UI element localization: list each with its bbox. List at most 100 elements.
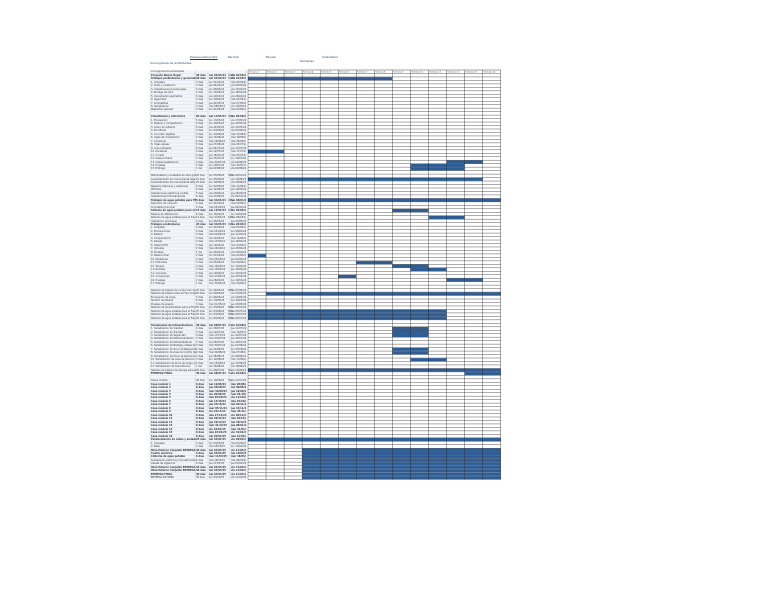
task-name: Subestación eléctrica y transformador — [151, 458, 196, 462]
gantt-bar-cell — [302, 448, 321, 452]
task-duration: 2 días — [196, 278, 204, 282]
task-start: lun 03/06/24 — [209, 313, 225, 317]
gantt-bar-cell — [338, 177, 357, 181]
task-end: vie 10/05/24 — [231, 73, 246, 77]
task-percent: 0% — [228, 368, 232, 372]
task-name: Trabajos de agua potable para TERRENO AD… — [151, 198, 196, 202]
task-duration: 6 días — [196, 125, 204, 129]
gantt-bar-cell — [392, 198, 411, 202]
task-duration: 5 días — [196, 129, 204, 133]
task-name: 15. Conexiones — [151, 275, 170, 279]
gantt-bar-cell — [392, 316, 411, 320]
task-start: lun 03/02/25 — [209, 434, 226, 438]
gantt-bar-cell — [410, 465, 429, 469]
gantt-bar-cell — [410, 448, 429, 452]
task-name: 2. Señalización de Tránsito — [151, 330, 183, 334]
gantt-bar-cell — [302, 438, 321, 442]
gantt-bar-cell — [302, 472, 321, 476]
task-end: mié 03/04/24 — [231, 80, 246, 84]
task-start: mié 05/02/25 — [209, 445, 225, 449]
task-name: Pruebas de presión — [151, 302, 174, 306]
task-duration: 5 días — [196, 153, 204, 157]
gantt-bar-cell — [248, 313, 267, 317]
task-end: vie 16/08/24 — [231, 365, 246, 369]
task-duration: 2 días — [196, 351, 204, 355]
task-name: 16. Pruebas — [151, 278, 166, 282]
task-start: vie 19/04/24 — [209, 94, 225, 98]
task-end: mar 02/04/24 — [231, 254, 246, 258]
task-duration: 4 días — [196, 445, 204, 449]
task-end: mar 07/05/24 — [231, 101, 246, 105]
gantt-bar-cell — [464, 465, 483, 469]
task-start: lun 09/12/24 — [209, 417, 226, 421]
task-duration: 8 días — [196, 386, 205, 390]
task-end: mar 13/08/24 — [231, 358, 246, 362]
gantt-bar-cell — [374, 313, 393, 317]
task-name: Trabajos preliminares y generales — [151, 77, 196, 81]
task-start: jue 02/05/24 — [209, 101, 225, 105]
gantt-bar-cell — [464, 278, 483, 282]
task-percent: 100% — [228, 73, 235, 77]
task-duration: 3 días — [196, 344, 204, 348]
period-label: Período — [228, 55, 240, 59]
task-name: Casa modelo 13 — [151, 424, 173, 428]
task-start: lun 01/04/24 — [209, 254, 225, 258]
gantt-bar-cell — [266, 177, 285, 181]
task-start: vie 19/04/24 — [209, 271, 225, 275]
task-end: vie 11/10/24 — [231, 379, 246, 383]
task-start: mar 06/08/24 — [209, 351, 226, 355]
budget-label: Presupuesto/costo — [190, 55, 218, 59]
task-end: jue 09/01/25 — [231, 424, 246, 428]
task-end: vie 31/01/25 — [231, 431, 246, 435]
week-column-header: Semana 12 — [448, 72, 460, 74]
gantt-bar-cell — [410, 267, 429, 272]
week-column-header: Semana 13 — [466, 72, 478, 74]
gantt-bar-cell — [410, 198, 429, 202]
gantt-bar-cell — [338, 368, 357, 372]
gantt-bar-cell — [338, 476, 357, 480]
task-end: lun 29/07/24 — [231, 157, 246, 161]
gantt-bar-cell — [356, 177, 375, 181]
gantt-bar-cell — [428, 465, 447, 469]
task-end: mié 26/06/24 — [231, 139, 246, 143]
task-name: 4. Encofrado — [151, 129, 167, 133]
task-duration: 3 días — [196, 233, 204, 237]
gantt-bar-cell — [410, 368, 429, 372]
gantt-bar-cell — [284, 316, 303, 320]
task-name: Casa modelo 10 — [151, 413, 173, 417]
gantt-bar-cell — [446, 215, 465, 220]
task-duration: 2 días — [196, 240, 204, 244]
task-start: mié 03/04/24 — [209, 229, 225, 233]
gantt-bar-cell — [392, 465, 411, 469]
task-start: jue 27/03/25 — [209, 462, 225, 466]
task-start: lun 13/05/24 — [209, 115, 226, 119]
task-duration: 4 días — [196, 91, 204, 95]
task-end: vie 26/04/24 — [231, 222, 246, 226]
task-end: vie 02/08/24 — [231, 167, 246, 171]
task-end: jue 19/09/24 — [231, 188, 246, 192]
task-duration: 3 días — [196, 157, 204, 161]
task-end: lun 30/12/24 — [231, 420, 246, 424]
gantt-bar-cell — [284, 438, 303, 442]
task-start: lun 06/05/24 — [209, 295, 225, 299]
gantt-bar-cell — [428, 316, 447, 320]
task-duration: 6 días — [196, 94, 204, 98]
task-start: lun 15/04/24 — [209, 209, 226, 213]
task-start: lun 03/06/24 — [209, 306, 225, 310]
task-name: Instalaciones eléctricas ocultas — [151, 191, 189, 195]
gantt-bar-cell — [302, 465, 321, 469]
task-duration: 30 días — [196, 77, 206, 81]
task-duration: 4 días — [196, 334, 204, 338]
task-end: jue 18/04/24 — [231, 240, 246, 244]
task-duration: 4 días — [196, 160, 204, 164]
task-duration: 20 días — [196, 438, 206, 442]
task-name: Repellos interiores y exteriores — [151, 184, 189, 188]
task-start: jue 25/07/24 — [209, 157, 225, 161]
gantt-bar-cell — [392, 347, 411, 351]
gantt-bar-cell — [428, 455, 447, 459]
task-percent: 50% — [228, 316, 234, 320]
week-column-header: Semana 3 — [285, 72, 296, 74]
task-end: mar 01/10/24 — [231, 393, 246, 396]
task-start: jue 08/08/24 — [209, 354, 225, 358]
